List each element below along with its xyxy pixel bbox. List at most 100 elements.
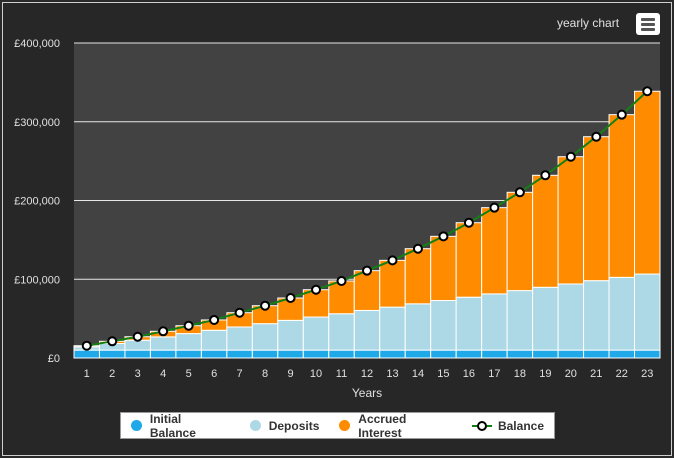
- bar-deposits: [608, 276, 636, 351]
- bar-accrued-interest: [430, 235, 457, 302]
- legend-label: Deposits: [268, 418, 320, 433]
- bar-initial-balance: [73, 349, 100, 359]
- bar-initial-balance: [353, 349, 381, 359]
- balance-point: [260, 300, 271, 311]
- legend-label: Initial Balance: [149, 411, 196, 440]
- bar-initial-balance: [328, 349, 355, 359]
- bar-deposits: [430, 300, 457, 351]
- x-tick-label: 15: [437, 368, 449, 380]
- bar-initial-balance: [149, 349, 177, 359]
- bar-accrued-interest: [481, 207, 508, 295]
- legend-label: Accrued Interest: [358, 411, 407, 440]
- x-tick-label: 7: [237, 368, 243, 380]
- bar-initial-balance: [455, 349, 483, 359]
- x-tick-label: 4: [160, 368, 166, 380]
- x-tick-label: 3: [135, 368, 141, 380]
- legend-marker: [339, 420, 351, 431]
- legend-marker: [471, 420, 492, 431]
- y-tick-label: £400,000: [14, 38, 60, 50]
- bar-accrued-interest: [506, 191, 534, 292]
- x-tick-label: 10: [310, 368, 322, 380]
- legend-item-balance[interactable]: Balance: [471, 418, 544, 433]
- bar-initial-balance: [251, 349, 279, 359]
- x-tick-label: 1: [84, 368, 90, 380]
- bar-deposits: [404, 303, 432, 351]
- bar-accrued-interest: [557, 156, 585, 285]
- balance-point: [387, 255, 398, 266]
- bar-deposits: [557, 283, 585, 351]
- legend-item-accrued-interest[interactable]: Accrued Interest: [339, 412, 452, 440]
- bar-deposits: [226, 326, 253, 351]
- x-tick-label: 14: [412, 368, 424, 380]
- bar-initial-balance: [124, 349, 151, 359]
- bar-initial-balance: [302, 349, 330, 359]
- bar-initial-balance: [379, 349, 406, 359]
- y-tick-label: £200,000: [14, 196, 60, 208]
- x-tick-label: 2: [109, 368, 115, 380]
- bar-initial-balance: [430, 349, 457, 359]
- x-tick-label: 19: [539, 368, 551, 380]
- legend-marker: [249, 420, 261, 431]
- x-tick-label: 8: [262, 368, 268, 380]
- legend-label: Balance: [497, 418, 544, 433]
- balance-point: [234, 307, 245, 318]
- balance-point: [565, 151, 576, 162]
- bar-deposits: [455, 296, 483, 351]
- balance-point: [209, 314, 220, 325]
- balance-point: [489, 202, 500, 213]
- balance-point: [540, 170, 551, 181]
- bar-deposits: [353, 309, 381, 351]
- balance-point: [183, 320, 194, 331]
- bar-accrued-interest: [532, 174, 559, 288]
- bar-deposits: [506, 290, 534, 351]
- bar-initial-balance: [481, 349, 508, 359]
- y-tick-label: £0: [48, 353, 60, 365]
- bar-deposits: [175, 333, 202, 351]
- legend-item-deposits[interactable]: Deposits: [249, 418, 320, 433]
- bar-initial-balance: [583, 349, 610, 359]
- bar-accrued-interest: [634, 90, 661, 275]
- balance-point: [642, 86, 653, 97]
- x-tick-label: 23: [641, 368, 653, 380]
- bar-initial-balance: [506, 349, 534, 359]
- bar-deposits: [481, 293, 508, 351]
- x-tick-label: 22: [616, 368, 628, 380]
- balance-point: [616, 109, 627, 120]
- hamburger-icon[interactable]: [636, 13, 660, 35]
- x-tick-label: 13: [386, 368, 398, 380]
- bar-initial-balance: [557, 349, 585, 359]
- bar-initial-balance: [634, 349, 661, 359]
- balance-point: [463, 217, 474, 228]
- balance-point: [107, 336, 118, 347]
- legend: Initial Balance Deposits Accrued Interes…: [120, 412, 555, 440]
- bar-deposits: [379, 306, 406, 351]
- bar-deposits: [277, 319, 304, 351]
- balance-point: [132, 331, 143, 342]
- x-tick-label: 16: [463, 368, 475, 380]
- legend-item-initial-balance[interactable]: Initial Balance: [131, 412, 230, 440]
- x-tick-label: 18: [514, 368, 526, 380]
- x-axis-title: Years: [352, 386, 382, 400]
- bar-deposits: [583, 280, 610, 351]
- bar-initial-balance: [175, 349, 202, 359]
- bar-initial-balance: [608, 349, 636, 359]
- bar-deposits: [251, 323, 279, 351]
- bar-initial-balance: [277, 349, 304, 359]
- bar-initial-balance: [98, 349, 126, 359]
- bar-accrued-interest: [608, 114, 636, 278]
- balance-point: [514, 187, 525, 198]
- chart-title: yearly chart: [557, 16, 620, 30]
- balance-point: [81, 340, 92, 351]
- balance-point: [285, 292, 296, 303]
- x-tick-label: 21: [590, 368, 602, 380]
- bar-initial-balance: [532, 349, 559, 359]
- bar-accrued-interest: [379, 259, 406, 308]
- balance-point: [311, 284, 322, 295]
- bar-accrued-interest: [404, 248, 432, 305]
- balance-point: [591, 131, 602, 142]
- x-tick-label: 6: [211, 368, 217, 380]
- bar-deposits: [328, 313, 355, 351]
- y-tick-label: £300,000: [14, 117, 60, 129]
- bar-accrued-interest: [353, 270, 381, 311]
